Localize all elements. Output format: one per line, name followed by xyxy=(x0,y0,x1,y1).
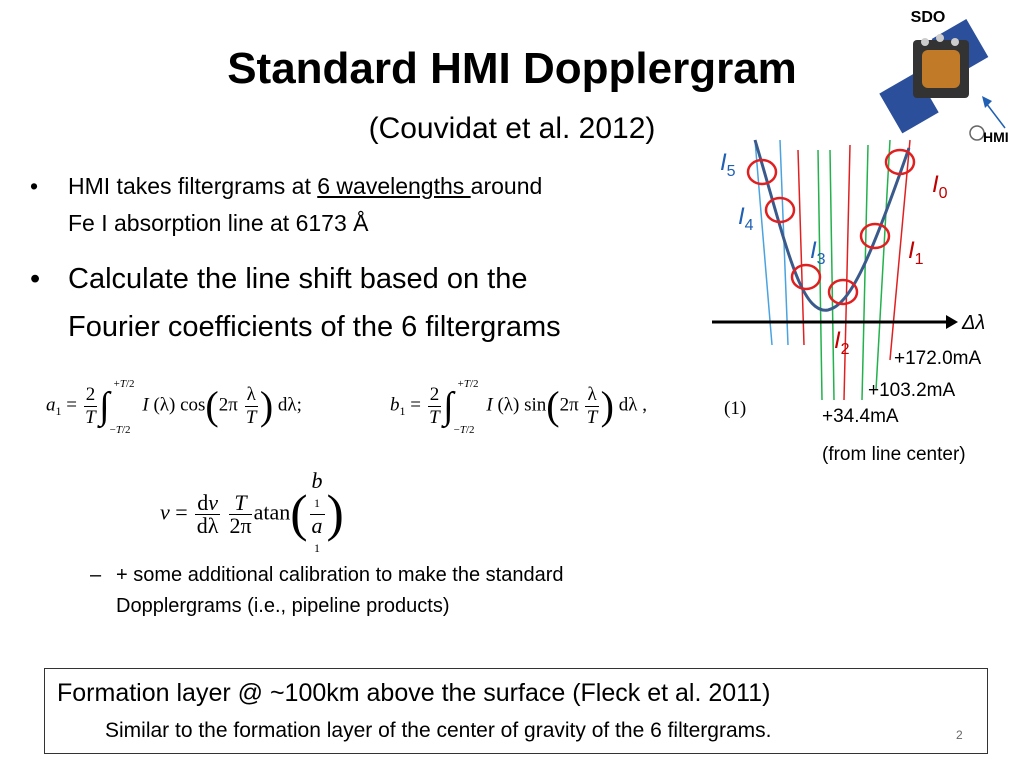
bullet-1-text-post: around xyxy=(470,173,543,199)
equation-a1: a1 = 2 T ∫ +T/2 −T/2 I (λ) cos(2π λ T) dλ; xyxy=(46,378,302,436)
filter-label-i5: I5 xyxy=(720,149,736,180)
bullet-1-underlined: 6 wavelengths xyxy=(317,173,471,199)
filter-line-green-4 xyxy=(875,139,891,391)
bullet-2-line-2: Fourier coefficients of the 6 filtergram… xyxy=(68,311,561,343)
bullet-glyph: • xyxy=(30,173,39,199)
equation-v: v = dv dλ T 2π atan(b 1 a 1) xyxy=(160,468,344,556)
sample-circle-i0 xyxy=(884,148,916,176)
sample-circle-i4 xyxy=(764,196,796,224)
sdo-label: SDO xyxy=(911,9,946,26)
filter-label-i1: I1 xyxy=(908,237,924,268)
bullet-1: • HMI takes filtergrams at 6 wavelengths… xyxy=(30,170,710,240)
offset-label-103: +103.2mA xyxy=(868,380,955,401)
dash-glyph: – xyxy=(90,564,102,586)
sample-circle-i2 xyxy=(827,278,859,306)
sample-circle-i5 xyxy=(746,158,778,186)
formation-layer-subtext: Similar to the formation layer of the ce… xyxy=(105,719,772,742)
offset-label-172: +172.0mA xyxy=(894,348,981,369)
slide-title: Standard HMI Dopplergram xyxy=(227,44,797,93)
axis-arrowhead xyxy=(946,315,958,329)
bullet-glyph: • xyxy=(30,263,41,295)
filter-line-red-1 xyxy=(797,149,805,346)
filter-label-i3: I3 xyxy=(810,237,826,268)
bullet-1-line-2: Fe I absorption line at 6173 Å xyxy=(68,210,369,236)
bullet-2: • Calculate the line shift based on the … xyxy=(30,258,710,348)
offset-note: (from line center) xyxy=(822,444,966,465)
bullet-1-line-1: HMI takes filtergrams at 6 wavelengths a… xyxy=(68,170,542,203)
offset-label-34: +34.4mA xyxy=(822,406,899,427)
axis-label: Δλ xyxy=(961,312,985,334)
sample-circle-i1 xyxy=(859,222,891,250)
equation-b1: b1 = 2 T ∫ +T/2 −T/2 I (λ) sin(2π λ T) dλ , xyxy=(390,378,647,436)
bullet-1-text-pre: HMI takes filtergrams at xyxy=(68,173,318,199)
sub-bullet-line-1: + some additional calibration to make th… xyxy=(116,564,564,586)
filter-label-i4: I4 xyxy=(738,203,754,234)
page-number: 2 xyxy=(956,728,963,742)
filtergram-diagram: SDO HMI Δλ I5 I4 I3 I0 I1 I2 +172.0mA +1… xyxy=(712,9,1009,465)
sub-bullet: – + some additional calibration to make … xyxy=(90,560,730,624)
sample-circles xyxy=(746,148,916,306)
sdo-satellite-icon xyxy=(879,18,1006,141)
formation-layer-text: Formation layer @ ~100km above the surfa… xyxy=(57,679,771,707)
sub-bullet-line-2: Dopplergrams (i.e., pipeline products) xyxy=(116,595,450,617)
filter-line-green-2 xyxy=(829,149,835,401)
filter-label-i0: I0 xyxy=(932,171,948,202)
filter-line-blue-1 xyxy=(754,139,773,346)
formation-layer-box: Formation layer @ ~100km above the surfa… xyxy=(44,668,988,754)
filter-line-green-3 xyxy=(861,144,869,401)
hmi-label: HMI xyxy=(983,129,1009,145)
bullet-2-line-1: Calculate the line shift based on the xyxy=(68,263,528,295)
filter-label-i2: I2 xyxy=(834,327,850,358)
filter-line-red-2 xyxy=(843,144,851,401)
filter-lines xyxy=(754,139,911,401)
slide-subtitle: (Couvidat et al. 2012) xyxy=(368,112,656,145)
equation-number: (1) xyxy=(724,398,747,419)
sample-circle-i3 xyxy=(790,263,822,291)
